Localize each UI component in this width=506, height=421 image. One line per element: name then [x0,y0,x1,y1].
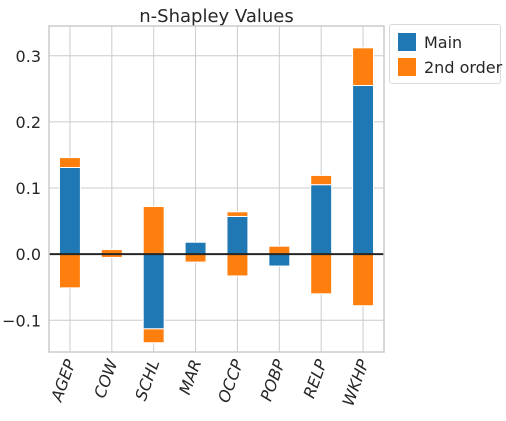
bar-2nd-order-pos-agep [58,157,81,169]
legend-label-main: Main [424,32,463,52]
x-axis-ticks: AGEP COW SCHL MAR OCCP POBP RELP WKHP [47,356,373,409]
bars [58,47,375,344]
bar-main-wkhp [352,85,375,255]
bar-2nd-order-pos-relp [310,174,333,186]
grid [49,26,384,352]
chart-title: n-Shapley Values [139,6,293,27]
bar-2nd-order-neg-agep [58,253,81,289]
legend-swatch-2nd-order [398,58,416,76]
x-tick-label-relp: RELP [299,357,331,401]
bar-2nd-order-neg-schl [142,328,165,344]
bar-2nd-order-neg-mar [184,253,207,263]
y-tick-label: 0.2 [16,113,41,132]
x-tick-label-schl: SCHL [131,357,163,403]
x-tick-label-wkhp: WKHP [339,357,373,409]
bar-2nd-order-pos-occp [226,211,249,217]
bar-main-agep [58,167,81,255]
plot-frame [48,25,385,353]
y-tick-label: 0.0 [16,245,41,264]
y-tick-label: 0.1 [16,179,41,198]
legend-item-main: Main [398,31,462,53]
bar-main-mar [184,241,207,255]
bar-main-relp [310,184,333,255]
bar-2nd-order-pos-schl [142,206,165,255]
bar-2nd-order-neg-relp [310,253,333,295]
bar-2nd-order-pos-pobp [268,245,291,255]
bar-2nd-order-neg-occp [226,253,249,277]
x-tick-label-occp: OCCP [214,357,247,406]
bar-main-schl [142,253,165,330]
x-tick-label-pobp: POBP [257,357,290,404]
y-tick-label: −0.1 [2,311,41,330]
legend-swatch-main [398,33,416,51]
x-tick-label-mar: MAR [175,357,205,397]
y-tick-label: 0.3 [16,47,41,66]
x-tick-label-cow: COW [90,356,122,401]
y-axis-ticks: −0.1 0.0 0.1 0.2 0.3 [2,47,41,331]
bar-main-pobp [268,253,291,267]
bar-2nd-order-pos-wkhp [352,47,375,87]
x-tick-label-agep: AGEP [47,357,80,405]
legend-label-2nd-order: 2nd order [424,57,503,77]
legend-item-2nd-order: 2nd order [398,56,502,78]
bar-2nd-order-neg-wkhp [352,253,375,307]
bar-main-occp [226,215,249,255]
legend: Main 2nd order [389,24,502,84]
